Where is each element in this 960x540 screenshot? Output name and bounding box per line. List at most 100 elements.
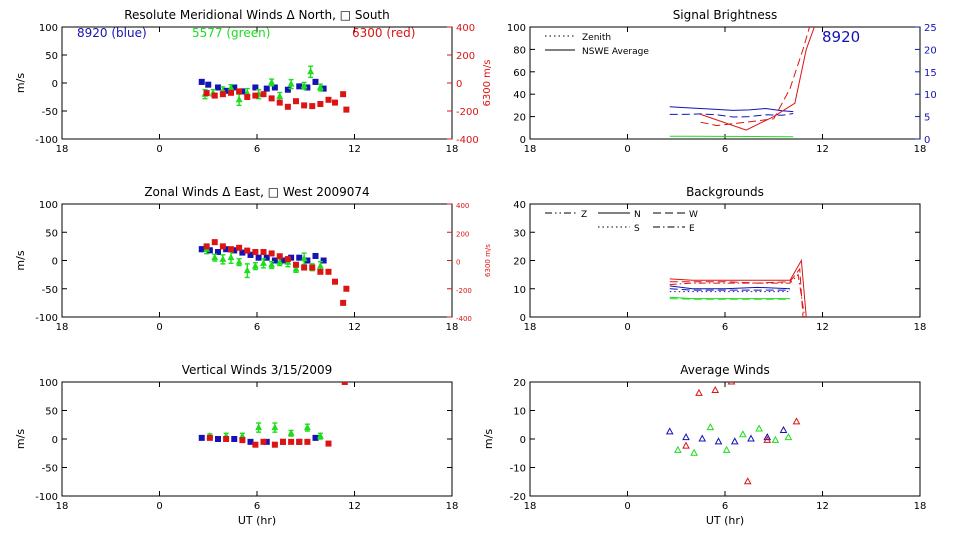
x-tick-label: 18 (446, 144, 459, 155)
data-point (284, 86, 291, 93)
data-point (292, 264, 300, 272)
x-tick-label: 6 (254, 501, 260, 512)
data-point (263, 254, 270, 261)
data-point (203, 90, 210, 97)
data-point (682, 441, 690, 449)
data-point (779, 425, 788, 433)
data-point (252, 441, 259, 448)
data-point (239, 437, 246, 444)
data-point (244, 94, 251, 100)
series-red (682, 382, 801, 485)
data-point (219, 255, 227, 262)
y-tick-label: 20 (513, 257, 526, 268)
series-line (669, 298, 790, 300)
data-point (755, 424, 763, 432)
data-point (271, 423, 279, 431)
data-point (268, 78, 276, 85)
y-tick-label: 100 (39, 23, 58, 34)
channel-label: 8920 (822, 28, 860, 46)
x-tick-label: 0 (624, 322, 630, 333)
y2-tick-label: 15 (924, 68, 937, 79)
x-axis-label: UT (hr) (706, 514, 744, 527)
data-point (739, 430, 747, 438)
data-point (227, 253, 235, 261)
x-axis-label: UT (hr) (238, 514, 276, 527)
data-point (332, 278, 338, 285)
x-tick-label: 18 (914, 322, 927, 333)
legend-label: Zenith (582, 33, 611, 43)
data-point (198, 78, 205, 85)
chart-title: Vertical Winds 3/15/2009 (182, 363, 333, 377)
x-tick-label: 18 (446, 322, 459, 333)
y2-axis-label: 6300 m/s (484, 244, 492, 277)
data-point (271, 441, 278, 448)
series-green (669, 298, 790, 300)
series-blue (669, 285, 791, 290)
data-point (215, 436, 221, 442)
series-blue (669, 112, 794, 118)
y-tick-label: 0 (52, 435, 58, 446)
data-point (268, 260, 276, 268)
data-point (219, 243, 226, 250)
data-point (235, 95, 243, 103)
x-tick-label: 18 (914, 501, 927, 512)
y-tick-label: 10 (513, 407, 526, 418)
series-label-red: 6300 (red) (352, 26, 415, 40)
data-point (320, 257, 327, 264)
x-tick-label: 12 (816, 144, 829, 155)
plot-area (669, 27, 815, 138)
y2-tick-label: 400 (456, 23, 475, 34)
y-tick-label: -10 (510, 464, 526, 475)
plot-area (198, 239, 350, 306)
x-tick-label: 0 (156, 144, 162, 155)
data-point (682, 433, 690, 441)
y-tick-label: 20 (513, 378, 526, 389)
data-point (247, 438, 254, 445)
series-red (669, 258, 807, 317)
y-tick-label: 60 (513, 68, 526, 79)
data-point (276, 253, 283, 260)
x-tick-label: 6 (254, 322, 260, 333)
legend-label: W (689, 210, 698, 220)
data-point (215, 249, 221, 256)
y-tick-label: 0 (520, 435, 526, 446)
data-point (284, 103, 291, 110)
x-tick-label: 18 (56, 322, 69, 333)
y-tick-label: 80 (513, 45, 526, 56)
x-tick-label: 12 (348, 144, 361, 155)
data-point (316, 83, 324, 90)
series-red (700, 27, 810, 127)
y2-tick-label: -400 (456, 315, 472, 323)
y-tick-label: -50 (42, 464, 58, 475)
data-point (276, 258, 284, 265)
data-point (792, 417, 801, 425)
data-point (271, 257, 278, 264)
data-point (236, 244, 243, 251)
data-point (312, 434, 319, 441)
data-point (309, 264, 316, 271)
series-blue (669, 288, 790, 291)
data-point (260, 259, 267, 266)
data-point (296, 438, 303, 445)
x-tick-label: 0 (624, 501, 630, 512)
data-point (763, 435, 772, 443)
data-point (239, 249, 246, 256)
data-point (665, 427, 674, 435)
y2-tick-label: 25 (924, 23, 937, 34)
y2-tick-label: 0 (456, 79, 462, 90)
legend-label: N (634, 210, 641, 220)
data-point (316, 262, 324, 269)
y2-tick-label: -200 (456, 107, 479, 118)
y-tick-label: 100 (39, 200, 58, 211)
x-tick-label: 18 (524, 322, 537, 333)
series-red (203, 239, 350, 306)
data-point (674, 445, 682, 453)
chart-panel-vertical: Vertical Winds 3/15/2009 18 0 6 12 18 UT (hr) 1… (14, 363, 458, 527)
x-tick-label: 0 (156, 501, 162, 512)
x-tick-label: 18 (914, 144, 927, 155)
data-point (301, 102, 308, 109)
y-tick-label: -100 (35, 313, 58, 324)
data-point (727, 382, 736, 385)
chart-title: Signal Brightness (673, 8, 778, 22)
y-tick-label: 40 (513, 90, 526, 101)
